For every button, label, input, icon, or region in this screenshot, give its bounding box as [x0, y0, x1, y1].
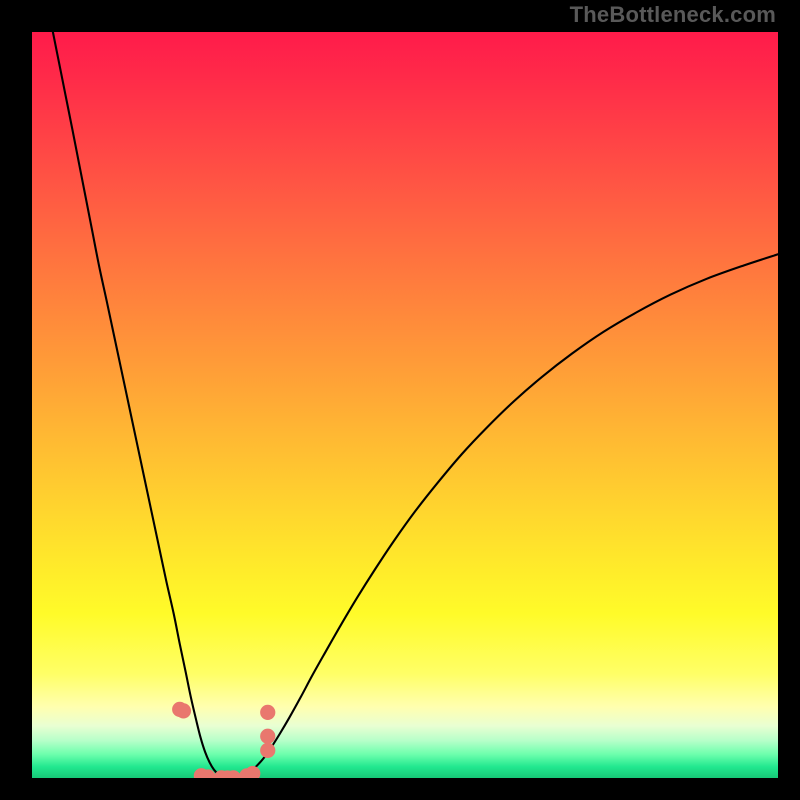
- frame-right: [778, 0, 800, 800]
- plot-area: [32, 32, 778, 778]
- curve-right-branch: [230, 254, 778, 778]
- data-marker: [245, 766, 260, 778]
- data-marker: [260, 705, 275, 720]
- bottleneck-curve: [32, 32, 778, 778]
- data-marker: [260, 743, 275, 758]
- frame-left: [0, 0, 32, 800]
- frame-bottom: [0, 778, 800, 800]
- watermark-text: TheBottleneck.com: [570, 2, 776, 28]
- data-marker: [260, 729, 275, 744]
- data-marker: [176, 703, 191, 718]
- curve-left-branch: [53, 32, 231, 778]
